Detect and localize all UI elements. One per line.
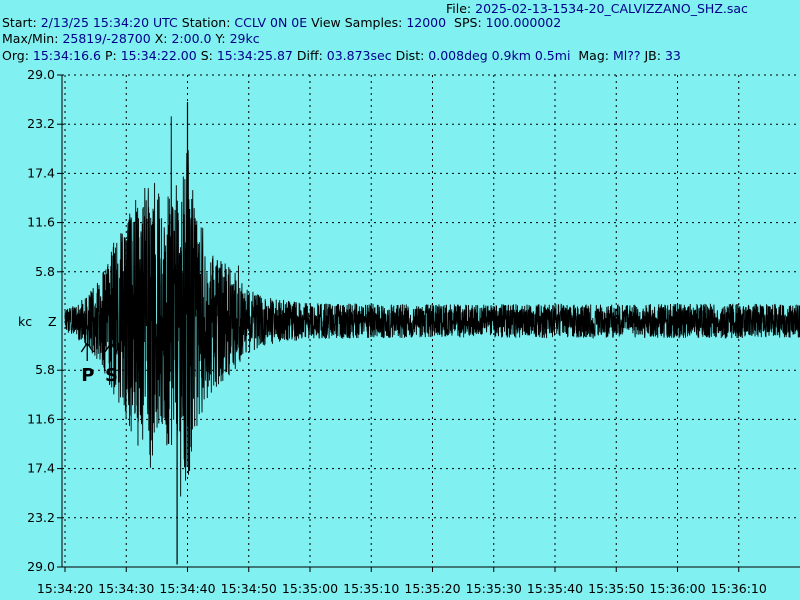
sps-value: 100.000002 <box>485 15 562 30</box>
trace-line <box>64 116 800 497</box>
view-samples-value: 12000 <box>406 15 447 30</box>
jb-label: JB: <box>644 48 661 63</box>
x-tick-label: 15:35:30 <box>466 581 522 596</box>
station-value: CCLV 0N 0E <box>234 15 308 30</box>
station-label: Station: <box>181 15 231 30</box>
marker-arrow-head <box>80 341 94 353</box>
dist-label: Dist: <box>395 48 425 63</box>
s-label: S: <box>200 48 213 63</box>
waveform-trace <box>64 101 800 565</box>
x-tick-label: 15:34:40 <box>159 581 215 596</box>
x-tick-label: 15:35:50 <box>588 581 644 596</box>
start-line: Start: 2/13/25 15:34:20 UTC Station: CCL… <box>2 16 561 30</box>
y-scale-label: Y: <box>215 31 226 46</box>
marker-label: S <box>105 365 118 386</box>
jb-value: 33 <box>664 48 681 63</box>
org-value: 15:34:16.6 <box>32 48 101 63</box>
y-tick-label: 23.2 <box>27 116 55 131</box>
x-scale-label: X: <box>154 31 168 46</box>
y-tick-label: 5.8 <box>35 264 55 279</box>
file-label: File: <box>446 1 472 16</box>
marker-arrow-head <box>104 341 118 353</box>
maxmin-label: Max/Min: <box>2 31 59 46</box>
diff-value: 03.873sec <box>326 48 392 63</box>
sps-label: SPS: <box>454 15 482 30</box>
x-tick-label: 15:35:10 <box>343 581 399 596</box>
org-label: Org: <box>2 48 29 63</box>
y-tick-label: 11.6 <box>27 411 55 426</box>
x-tick-label: 15:34:30 <box>98 581 154 596</box>
mag-label: Mag: <box>578 48 609 63</box>
view-samples-label: View Samples: <box>311 15 403 30</box>
y-tick-label: 29.0 <box>27 559 55 574</box>
x-tick-label: 15:35:20 <box>404 581 460 596</box>
start-value: 2/13/25 15:34:20 UTC <box>40 15 178 30</box>
dist-value: 0.008deg 0.9km 0.5mi <box>428 48 571 63</box>
mag-value: Ml?? <box>612 48 641 63</box>
y-tick-label: 17.4 <box>27 165 55 180</box>
org-line: Org: 15:34:16.6 P: 15:34:22.00 S: 15:34:… <box>2 49 681 63</box>
x-scale-value: 2:00.0 <box>171 31 212 46</box>
x-tick-label: 15:34:20 <box>37 581 93 596</box>
x-tick-label: 15:35:00 <box>282 581 338 596</box>
y-tick-label: 5.8 <box>35 362 55 377</box>
x-tick-label: 15:36:00 <box>649 581 705 596</box>
y-unit-label: kc <box>18 314 32 329</box>
p-value: 15:34:22.00 <box>120 48 197 63</box>
phase-marker-s: S <box>104 341 118 386</box>
y-tick-label: 23.2 <box>27 510 55 525</box>
x-tick-label: 15:36:10 <box>711 581 767 596</box>
channel-label: Z <box>48 314 57 329</box>
file-header: File: 2025-02-13-1534-20_CALVIZZANO_SHZ.… <box>446 2 748 16</box>
p-label: P: <box>104 48 117 63</box>
file-name: 2025-02-13-1534-20_CALVIZZANO_SHZ.sac <box>475 1 748 16</box>
axis-labels: kc Z 29.0 23.2 17.4 11.6 5.8 5.8 11.6 17.4 23.2 2… <box>18 67 767 596</box>
y-tick-label: 11.6 <box>27 215 55 230</box>
marker-label: P <box>81 365 94 386</box>
x-tick-label: 15:34:50 <box>221 581 277 596</box>
y-scale-value: 29kc <box>229 31 260 46</box>
x-tick-label: 15:35:40 <box>527 581 583 596</box>
maxmin-line: Max/Min: 25819/-28700 X: 2:00.0 Y: 29kc <box>2 32 260 46</box>
maxmin-value: 25819/-28700 <box>62 31 151 46</box>
phase-marker-p: P <box>80 341 94 386</box>
y-tick-label: 29.0 <box>27 67 55 82</box>
y-tick-label: 17.4 <box>27 461 55 476</box>
diff-label: Diff: <box>296 48 323 63</box>
s-value: 15:34:25.87 <box>216 48 293 63</box>
start-label: Start: <box>2 15 37 30</box>
